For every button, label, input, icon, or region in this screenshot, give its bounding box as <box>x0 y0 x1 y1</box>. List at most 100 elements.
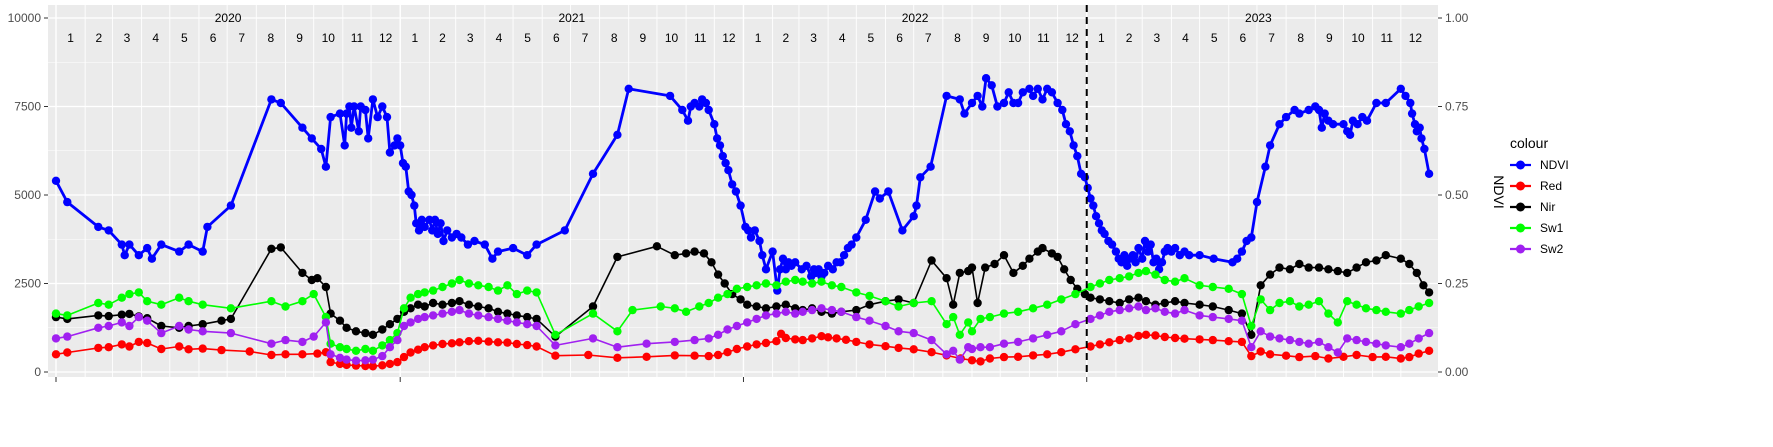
data-point-sw2 <box>309 332 318 341</box>
data-point-sw1 <box>298 297 307 306</box>
data-point-red <box>464 337 474 346</box>
data-point-red <box>413 345 423 354</box>
month-label: 8 <box>611 31 618 45</box>
data-point-ndvi <box>736 201 745 210</box>
data-point-ndvi <box>410 201 419 210</box>
data-point-nir <box>1419 281 1428 290</box>
data-point-red <box>1057 348 1066 357</box>
data-point-sw2 <box>298 337 307 347</box>
data-point-sw2 <box>955 355 964 364</box>
data-point-sw2 <box>326 350 335 359</box>
data-point-sw2 <box>949 346 958 355</box>
data-point-sw1 <box>1028 304 1038 313</box>
data-point-ndvi <box>731 187 741 196</box>
data-point-sw1 <box>1151 270 1160 279</box>
data-point-red <box>999 352 1009 362</box>
legend-key-point-nir <box>1516 202 1525 212</box>
data-point-sw2 <box>1405 339 1414 348</box>
data-point-nir <box>523 312 532 322</box>
data-point-ndvi <box>1061 120 1071 129</box>
y-left-tick-label: 0 <box>34 365 41 379</box>
data-point-sw1 <box>1180 274 1189 283</box>
data-point-sw2 <box>752 314 761 324</box>
data-point-ndvi <box>368 95 378 104</box>
data-point-sw2 <box>670 337 679 347</box>
data-point-ndvi <box>1089 201 1098 210</box>
data-point-sw1 <box>94 298 103 308</box>
month-label: 12 <box>379 31 393 45</box>
data-point-red <box>313 349 322 358</box>
data-point-sw1 <box>695 302 704 311</box>
data-point-nir <box>1180 298 1189 308</box>
data-point-sw2 <box>1424 328 1434 338</box>
data-point-sw2 <box>909 328 918 338</box>
data-point-sw2 <box>1396 343 1406 352</box>
month-label: 12 <box>722 31 736 45</box>
data-point-sw2 <box>551 341 560 350</box>
data-point-ndvi <box>1353 120 1362 129</box>
data-point-sw2 <box>175 321 184 331</box>
data-point-sw1 <box>1160 275 1170 285</box>
data-point-sw1 <box>713 293 723 302</box>
y-left-tick-label: 5000 <box>14 188 41 202</box>
data-point-sw2 <box>523 320 532 329</box>
data-point-ndvi <box>1317 123 1327 132</box>
data-point-sw2 <box>1372 339 1381 348</box>
data-point-nir <box>313 274 322 283</box>
data-point-sw1 <box>1352 300 1361 309</box>
data-point-red <box>1086 342 1095 351</box>
data-point-ndvi <box>117 240 127 249</box>
data-point-sw2 <box>321 318 331 327</box>
data-point-ndvi <box>157 240 166 249</box>
month-label: 12 <box>1065 31 1079 45</box>
data-point-nir <box>474 302 483 311</box>
data-point-sw1 <box>455 275 464 285</box>
data-point-ndvi <box>613 130 622 139</box>
month-label: 3 <box>124 31 131 45</box>
data-point-red <box>368 362 378 371</box>
data-point-nir <box>707 258 716 267</box>
data-point-nir <box>772 302 781 311</box>
data-point-nir <box>1095 295 1105 304</box>
data-point-sw1 <box>827 281 837 290</box>
data-point-ndvi <box>143 243 152 253</box>
data-point-nir <box>447 298 457 308</box>
data-point-ndvi <box>744 226 753 235</box>
data-point-ndvi <box>909 212 918 221</box>
data-point-sw2 <box>484 312 493 322</box>
data-point-sw1 <box>772 281 781 290</box>
data-point-red <box>503 338 512 347</box>
data-point-ndvi <box>1073 151 1082 161</box>
data-point-sw1 <box>198 300 207 309</box>
data-point-red <box>1256 347 1265 356</box>
data-point-ndvi <box>560 226 569 235</box>
data-point-ndvi <box>987 81 996 90</box>
data-point-sw2 <box>967 344 977 354</box>
data-point-ndvi <box>755 236 764 246</box>
data-point-nir <box>420 302 429 311</box>
data-point-ndvi <box>836 258 845 267</box>
data-point-red <box>1237 337 1247 347</box>
data-point-sw1 <box>1170 277 1180 286</box>
data-point-red <box>761 338 771 348</box>
data-point-nir <box>781 300 790 309</box>
data-point-sw2 <box>361 356 370 365</box>
data-point-sw2 <box>613 343 622 352</box>
data-point-sw2 <box>1224 314 1233 324</box>
data-point-sw2 <box>942 350 951 359</box>
data-point-red <box>438 339 447 349</box>
data-point-ndvi <box>1247 233 1256 242</box>
legend-label-nir: Nir <box>1540 200 1555 214</box>
data-point-ndvi <box>1069 141 1078 150</box>
data-point-sw1 <box>378 341 387 350</box>
data-point-red <box>690 351 699 360</box>
data-point-sw2 <box>1151 304 1160 313</box>
data-point-sw1 <box>184 297 193 306</box>
data-point-sw2 <box>713 330 723 339</box>
data-point-ndvi <box>480 240 489 249</box>
month-label: 5 <box>524 31 531 45</box>
data-point-red <box>894 343 903 353</box>
month-label: 1 <box>1098 31 1105 45</box>
data-point-sw1 <box>134 288 143 297</box>
data-point-ndvi <box>94 222 103 232</box>
